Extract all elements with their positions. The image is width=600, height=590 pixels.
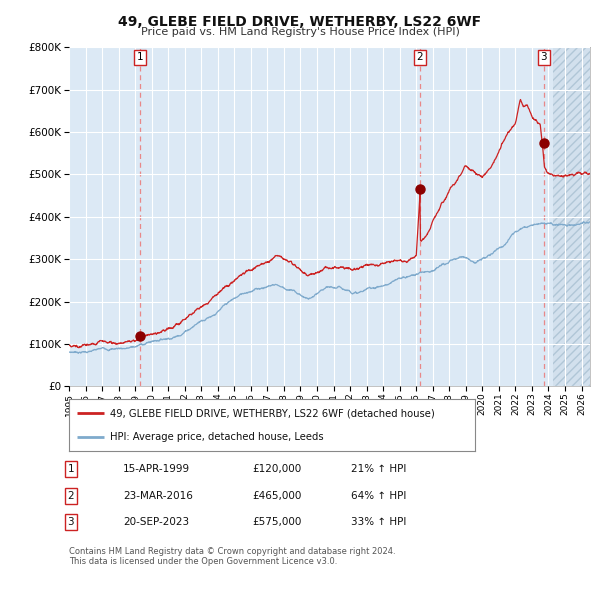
Text: 3: 3	[541, 53, 547, 63]
Text: 1: 1	[67, 464, 74, 474]
Text: 49, GLEBE FIELD DRIVE, WETHERBY, LS22 6WF: 49, GLEBE FIELD DRIVE, WETHERBY, LS22 6W…	[118, 15, 482, 29]
Text: This data is licensed under the Open Government Licence v3.0.: This data is licensed under the Open Gov…	[69, 558, 337, 566]
Text: HPI: Average price, detached house, Leeds: HPI: Average price, detached house, Leed…	[110, 432, 323, 442]
Bar	[553, 47, 590, 386]
Text: 49, GLEBE FIELD DRIVE, WETHERBY, LS22 6WF (detached house): 49, GLEBE FIELD DRIVE, WETHERBY, LS22 6W…	[110, 408, 434, 418]
Text: 64% ↑ HPI: 64% ↑ HPI	[351, 491, 406, 500]
Text: 33% ↑ HPI: 33% ↑ HPI	[351, 517, 406, 527]
Text: 21% ↑ HPI: 21% ↑ HPI	[351, 464, 406, 474]
Text: 3: 3	[67, 517, 74, 527]
Text: 2: 2	[67, 491, 74, 500]
Text: 23-MAR-2016: 23-MAR-2016	[123, 491, 193, 500]
Text: Price paid vs. HM Land Registry's House Price Index (HPI): Price paid vs. HM Land Registry's House …	[140, 27, 460, 37]
Text: £120,000: £120,000	[252, 464, 301, 474]
Text: Contains HM Land Registry data © Crown copyright and database right 2024.: Contains HM Land Registry data © Crown c…	[69, 547, 395, 556]
Text: £575,000: £575,000	[252, 517, 301, 527]
Text: 15-APR-1999: 15-APR-1999	[123, 464, 190, 474]
Text: 2: 2	[416, 53, 424, 63]
Text: £465,000: £465,000	[252, 491, 301, 500]
Text: 1: 1	[137, 53, 143, 63]
Text: 20-SEP-2023: 20-SEP-2023	[123, 517, 189, 527]
